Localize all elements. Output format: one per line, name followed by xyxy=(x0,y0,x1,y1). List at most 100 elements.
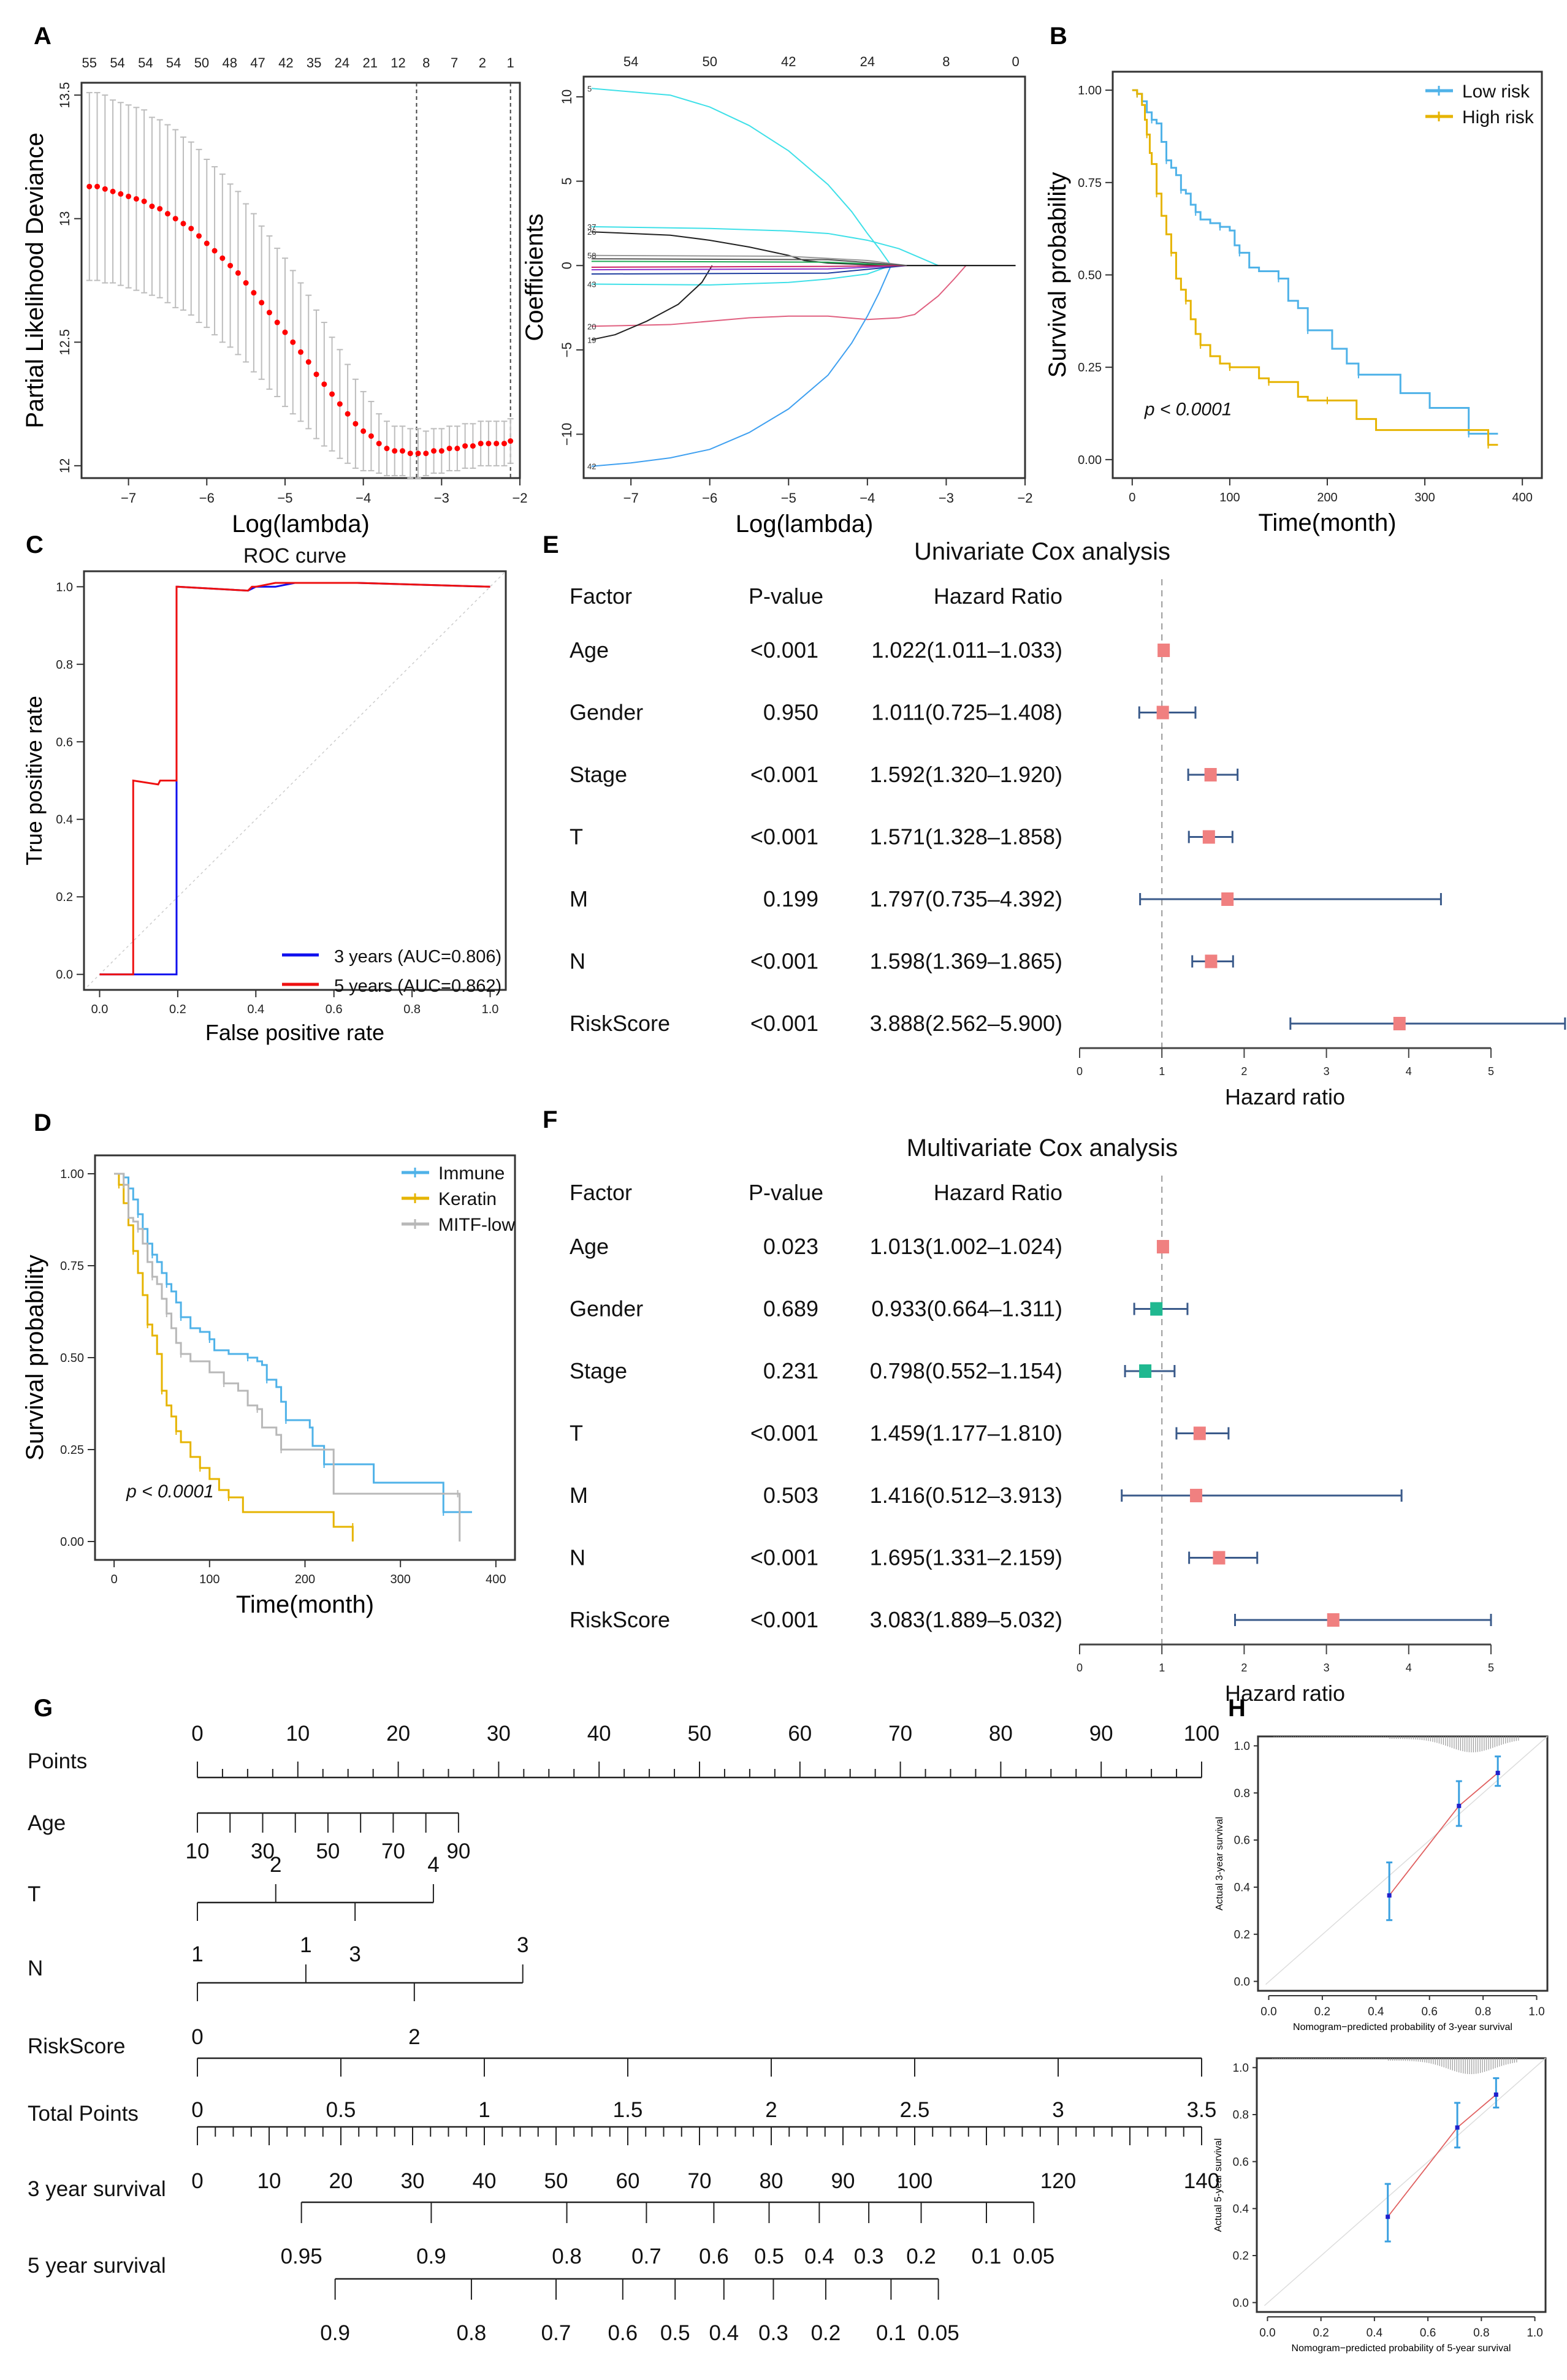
tick-label: 0.05 xyxy=(1013,2245,1054,2268)
ideal-line xyxy=(1265,1736,1548,1985)
legend-label: Low risk xyxy=(1462,82,1530,102)
tick-label: 3 xyxy=(1052,2098,1064,2122)
x-tick-label: 0.4 xyxy=(1367,2327,1383,2340)
calibration-point xyxy=(1387,1893,1392,1898)
tick-label: 0.05 xyxy=(918,2321,959,2345)
data-point xyxy=(345,411,351,417)
tick-label: 0.1 xyxy=(972,2245,1002,2268)
p-value-annotation: p < 0.0001 xyxy=(126,1481,214,1502)
y-tick-label: 13.5 xyxy=(57,82,72,108)
row-label: N xyxy=(28,1956,43,1980)
x-tick-label: −2 xyxy=(512,490,527,506)
factor-label: T xyxy=(570,1421,583,1446)
data-point xyxy=(353,420,359,427)
y-axis-title: Coefficients xyxy=(521,213,548,341)
calibration-point xyxy=(1386,2215,1390,2219)
data-point xyxy=(313,371,319,378)
x-tick-label: 1.0 xyxy=(482,1003,499,1016)
x-axis-title: Hazard ratio xyxy=(1225,1084,1345,1109)
km-subtype-plot: 0 100 200 300 400 0.00 0.25 0.50 0.75 1.00 Time(mo… xyxy=(21,1154,516,1618)
tick-label: 40 xyxy=(587,1722,611,1746)
x-axis-title: Log(lambda) xyxy=(736,511,874,538)
y-tick-label: 1.00 xyxy=(60,1168,84,1181)
row-label: T xyxy=(28,1882,40,1906)
p-value: <0.001 xyxy=(750,1607,818,1632)
y-tick-label: 5 xyxy=(559,178,574,185)
coef-label: 5 xyxy=(587,84,592,93)
tick-label: 0.5 xyxy=(754,2245,784,2268)
column-header: P-value xyxy=(749,1180,823,1205)
tick-label: 2.5 xyxy=(900,2098,930,2122)
hazard-ratio-point xyxy=(1139,1364,1152,1378)
data-point xyxy=(227,262,234,268)
x-tick-label: −3 xyxy=(434,490,449,506)
tick-label: 40 xyxy=(473,2169,497,2193)
tick-label: 30 xyxy=(251,1839,275,1863)
x-axis-title: Nomogram−predicted probability of 3-year… xyxy=(1293,2022,1512,2032)
tick-label: 0.6 xyxy=(608,2321,638,2345)
tick-label: 10 xyxy=(257,2169,281,2193)
column-header: Hazard Ratio xyxy=(934,1180,1062,1205)
survival-curve xyxy=(114,1173,472,1513)
y-tick-label: 0.0 xyxy=(1234,1975,1250,1988)
row-label: Age xyxy=(28,1811,66,1835)
data-point xyxy=(415,451,421,457)
tick-label: 100 xyxy=(897,2169,932,2193)
tick-label: 20 xyxy=(386,1722,410,1746)
x-axis-title: False positive rate xyxy=(205,1020,384,1045)
row-label: 5 year survival xyxy=(28,2254,166,2278)
chart-title: Univariate Cox analysis xyxy=(914,538,1170,565)
factor-label: N xyxy=(570,1545,585,1570)
multivariate-forest-plot: Multivariate Cox analysis Factor P-value Ha… xyxy=(570,1135,1494,1706)
column-header: P-value xyxy=(749,584,823,609)
x-tick-label: 5 xyxy=(1488,1065,1494,1078)
x-tick-label: 0 xyxy=(1077,1065,1083,1078)
data-point xyxy=(298,349,303,355)
y-tick-label: 1.0 xyxy=(1233,2062,1249,2075)
legend-label: 3 years (AUC=0.806) xyxy=(334,947,501,967)
coef-label: 26 xyxy=(587,227,596,237)
tick-label: 0 xyxy=(191,1722,203,1746)
y-tick-label: 0.25 xyxy=(60,1443,84,1457)
hazard-ratio-point xyxy=(1156,1240,1169,1253)
x-tick-label: 0.0 xyxy=(91,1003,109,1016)
top-axis-label: 0 xyxy=(1012,54,1019,69)
panel-label-b: B xyxy=(1050,23,1067,50)
data-point xyxy=(360,428,367,434)
top-axis-label: 54 xyxy=(138,55,153,70)
y-tick-label: 0.75 xyxy=(1078,177,1102,190)
factor-label: M xyxy=(570,1483,588,1508)
x-tick-label: 0.2 xyxy=(169,1003,186,1016)
data-point xyxy=(478,441,484,447)
coef-path xyxy=(591,265,892,467)
tick-label: 0.8 xyxy=(552,2245,582,2268)
data-point xyxy=(305,359,311,365)
top-axis-label: 50 xyxy=(702,54,717,69)
x-tick-label: 400 xyxy=(1512,491,1532,504)
y-axis-title: Partial Likelihood Deviance xyxy=(21,132,48,428)
hazard-ratio-text: 1.022(1.011–1.033) xyxy=(871,637,1062,663)
hazard-ratio-text: 1.459(1.177–1.810) xyxy=(870,1421,1062,1446)
chart-title: Multivariate Cox analysis xyxy=(907,1135,1178,1161)
p-value: <0.001 xyxy=(750,762,818,787)
x-tick-label: −4 xyxy=(356,490,371,506)
x-tick-label: 4 xyxy=(1406,1662,1412,1674)
top-axis-label: 35 xyxy=(307,55,321,70)
coef-path xyxy=(591,260,907,267)
p-value: <0.001 xyxy=(750,1421,818,1446)
panel-label-c: C xyxy=(26,531,44,558)
plot-frame xyxy=(80,82,521,479)
tick-label: 0 xyxy=(191,2025,203,2049)
data-point xyxy=(180,221,186,227)
chart-title: ROC curve xyxy=(243,544,346,568)
data-point xyxy=(126,193,132,199)
tick-label: 0.9 xyxy=(416,2245,446,2268)
roc-curve xyxy=(99,582,490,976)
y-axis-title: True positive rate xyxy=(21,696,47,865)
calibration-3yr-plot: 0.0 0.2 0.4 0.6 0.8 1.0 0.0 0.2 0.4 0.6 0.8 1.0 Nomo… xyxy=(1214,1735,1549,2032)
data-point xyxy=(470,443,476,449)
data-point xyxy=(266,310,272,316)
row-label: Total Points xyxy=(28,2102,139,2126)
tick-label: 70 xyxy=(688,2169,712,2193)
y-axis-title: Actual 5-year survival xyxy=(1213,2139,1224,2232)
